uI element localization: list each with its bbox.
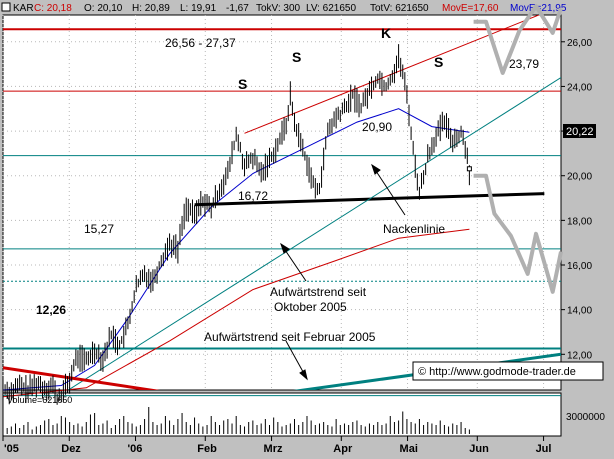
gridlines	[2, 15, 561, 390]
y-tick-label: 12,00	[567, 350, 592, 361]
x-tick-label: Dez	[61, 443, 81, 455]
header-symbol: KAR	[13, 3, 34, 14]
horizontal-levels	[3, 28, 561, 397]
trend-line-aufwaertstrend-oktober	[67, 77, 561, 390]
moving-average-line	[2, 108, 470, 391]
moving-averages	[2, 108, 470, 398]
volume-bars	[2, 407, 470, 434]
y-tick-label: 14,00	[567, 306, 592, 317]
moving-average-line	[2, 228, 470, 398]
copyright-box	[412, 361, 604, 381]
trend-feb-label: Aufwärtstrend seit Februar 2005	[204, 330, 376, 344]
volume-label: Volume=621650	[7, 395, 72, 405]
projection-path	[473, 173, 563, 294]
header-stat: O: 20,10	[84, 3, 123, 14]
y-tick-label: 24,00	[567, 82, 592, 93]
arrow-head-trend-feb	[299, 369, 308, 381]
x-tick-label: '05	[4, 443, 19, 455]
current-price-box	[563, 124, 596, 138]
header-row: KAR C: 20,18 O: 20,10 H: 20,89 L: 19,91 -1,6…	[1, 2, 567, 14]
projection-path	[473, 4, 563, 75]
projection-paths	[473, 4, 563, 294]
shoulder-right-label: S	[434, 54, 443, 70]
head-label: K	[381, 25, 391, 41]
current-price-label: 20,22	[566, 126, 594, 138]
trend-okt-label-line2: Oktober 2005	[274, 300, 347, 314]
header-stat: L: 19,91	[180, 3, 217, 14]
header-stat: TotV: 621650	[370, 3, 429, 14]
last-candle	[466, 166, 472, 172]
x-tick-label: Feb	[197, 443, 217, 455]
shoulder-left-label: S	[238, 76, 247, 92]
copyright-text: © http://www.godmode-trader.de	[418, 366, 576, 378]
x-tick-label: Mrz	[264, 443, 283, 455]
x-tick-label: Jun	[469, 443, 489, 455]
annotations: 26,56 - 27,37 S S K S 23,79 20,90 16,72 …	[36, 25, 604, 381]
header-stat: LV: 621650	[306, 3, 356, 14]
x-tick-label: Mai	[400, 443, 418, 455]
header-stat: H: 20,89	[132, 3, 170, 14]
price-candles	[2, 44, 472, 405]
arrow-head-nackenlinie	[371, 163, 381, 175]
nackenlinie-label: Nackenlinie	[383, 222, 445, 236]
level-label-1672: 16,72	[238, 189, 268, 203]
level-label-2379: 23,79	[509, 57, 539, 71]
y-tick-label: 20,00	[567, 172, 592, 183]
header-stat: TokV: 300	[256, 3, 301, 14]
level-label-1527: 15,27	[84, 222, 114, 236]
header-stat: -1,67	[226, 3, 249, 14]
range-label: 26,56 - 27,37	[165, 36, 236, 50]
x-tick-label: Jul	[536, 443, 552, 455]
annotation-arrows	[280, 163, 406, 381]
y-tick-label: 26,00	[567, 38, 592, 49]
arrow-head-trend-okt	[280, 242, 290, 254]
level-label-1226: 12,26	[36, 303, 66, 317]
x-tick-label: '06	[128, 443, 143, 455]
volume-tick-label: 3000000	[566, 412, 605, 423]
y-tick-label: 16,00	[567, 261, 592, 272]
shoulder-mid-label: S	[292, 49, 301, 65]
header-checkbox[interactable]	[1, 2, 11, 12]
current-price-tag: 20,22	[563, 124, 596, 138]
y-tick-label: 18,00	[567, 216, 592, 227]
trend-okt-label-line1: Aufwärtstrend seit	[270, 285, 367, 299]
header-stat: C: 20,18	[34, 3, 72, 14]
trend-line-abwaertstrend	[3, 366, 161, 390]
header-stat: MovE=17,60	[442, 3, 499, 14]
arrow-nackenlinie	[371, 164, 406, 216]
x-axis: '05 Dez '06 Feb Mrz Apr Mai Jun Jul	[2, 436, 552, 455]
x-tick-label: Apr	[333, 443, 353, 455]
level-label-2090: 20,90	[362, 120, 392, 134]
